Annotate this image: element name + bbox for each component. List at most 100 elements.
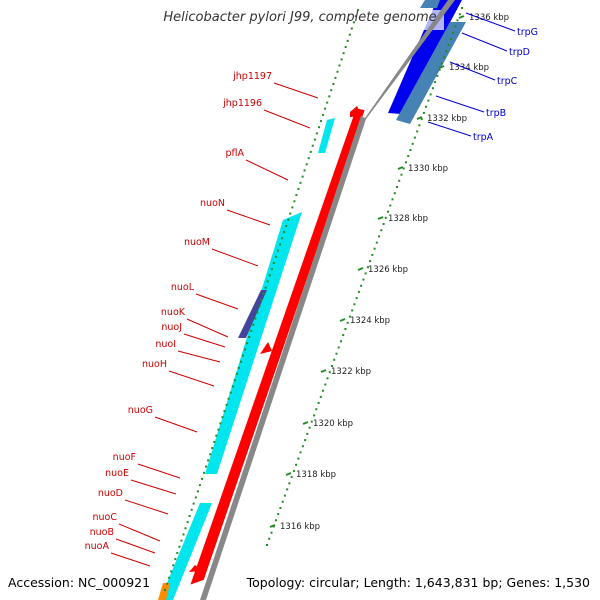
tick-dot [295,194,298,197]
tick-dot [286,488,289,491]
tick-labels: 1336 kbp 1334 kbp 1332 kbp 1330 kbp 1328 kbp… [269,13,509,532]
tick-dot [402,167,405,170]
gene-label-nuoD: nuoD [98,488,123,499]
tick-dot [364,272,367,275]
tick-dot [176,552,179,554]
tick-label: 1316 kbp [280,522,320,532]
tick-dot [211,447,214,450]
tick-dot [207,459,210,462]
tick-dot [346,39,349,42]
tick-dot [337,346,340,349]
tick-dot [360,284,363,287]
gene-label-jhp1196: jhp1196 [222,98,262,109]
tick-dot [246,342,249,345]
tick-dot [299,181,302,184]
tick-dot [438,68,441,71]
tick-label: 1336 kbp [469,13,509,23]
tick-dot [297,187,300,190]
tick-dot [461,7,463,9]
gene-label-nuoL: nuoL [171,282,195,293]
gene-leader-line [115,538,156,554]
tick-dot [416,130,419,133]
gene-leader-line [186,318,229,338]
tick-dot [250,329,253,332]
tick-dot [266,544,268,546]
tick-mark [397,166,404,170]
gene-leader-line [226,209,271,226]
tick-dot [205,465,208,468]
tick-dot [328,95,331,98]
tick-dot [203,471,205,474]
tick-dot [322,113,325,116]
tick-dot [340,340,342,343]
tick-dot [418,124,421,127]
tick-dot [346,321,349,324]
tick-dot [350,27,353,30]
gene-leader-line [168,370,215,387]
gene-label-jhp1197: jhp1197 [232,71,272,82]
tick-mark [416,116,423,120]
tick-dot [248,336,251,338]
tick-dot [229,391,232,394]
tick-dot [318,126,320,129]
tick-dot [252,323,255,326]
tick-dot [413,136,416,139]
tick-dot [240,360,242,363]
tick-dot [348,33,351,36]
accession-text: Accession: NC_000921 [8,575,151,590]
tick-dot [244,348,247,351]
tick-dot [384,216,387,219]
gene-leader-line [273,82,319,99]
tick-dot [452,31,454,34]
tick-dot [186,521,189,524]
tick-dot [407,155,410,158]
gene-label-nuoA: nuoA [85,541,110,552]
tick-dot [330,89,333,92]
tick-dot [307,157,310,160]
gene-leader-line [461,32,508,52]
tick-dot [320,120,322,123]
gene-label-nuoJ: nuoJ [161,322,182,333]
tick-dot [304,439,307,442]
tick-dot [369,260,372,263]
tick-dot [184,527,187,530]
tick-dot [281,237,283,240]
tick-dot [371,253,374,256]
tick-dot [315,408,318,411]
tick-dot [293,200,296,203]
topology-text: Topology: circular; Length: 1,643,831 bp… [246,575,590,590]
tick-dot [182,533,185,536]
red-gene-arrows [189,106,362,572]
tick-dot [219,422,222,425]
tick-dot [196,490,199,493]
tick-dot [342,52,345,55]
tick-dot [445,50,448,53]
gene-label-nuoK: nuoK [161,307,186,318]
tick-dot [310,420,313,423]
tick-dot [342,334,345,337]
tick-dot [411,142,414,145]
tick-dot [288,482,291,485]
tick-dot [254,317,257,320]
tick-dot [400,173,403,176]
tick-dot [378,235,381,238]
tick-dot [393,192,396,195]
tick-dot [270,531,273,534]
tick-dot [291,206,294,209]
tick-dot [283,231,286,234]
gene-leader-line [427,121,472,137]
tick-dot [274,255,277,258]
tick-dot [262,292,265,295]
tick-dot [340,58,343,61]
tick-dot [309,150,312,153]
tick-dot [242,354,244,357]
highlight-gene [238,290,267,338]
tick-dot [290,476,293,479]
gene-leader-line [183,333,226,348]
gene-label-nuoI: nuoI [155,339,176,350]
tick-label: 1320 kbp [313,419,353,429]
tick-dot [427,99,430,102]
gene-label-trpD: trpD [509,47,530,58]
tick-dot [279,243,281,246]
